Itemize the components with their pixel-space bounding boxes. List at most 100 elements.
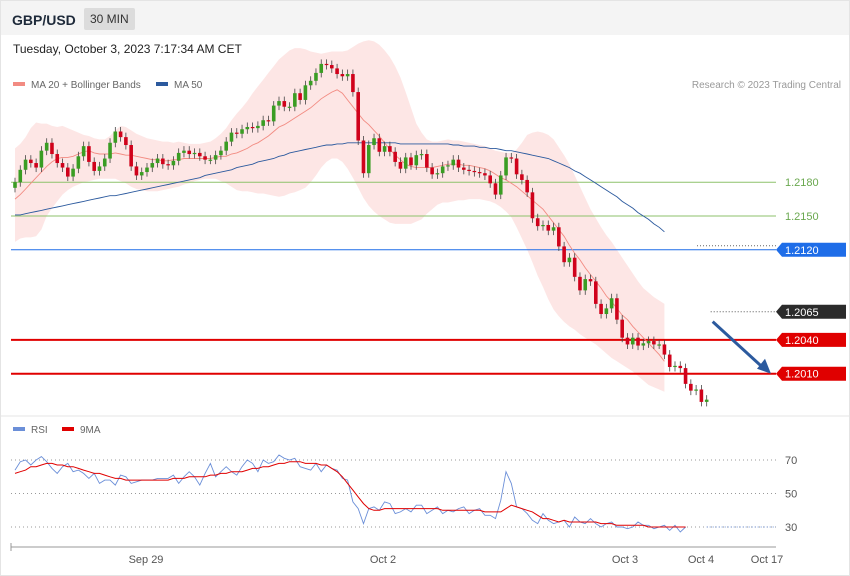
- candle: [398, 157, 403, 174]
- candle-body: [182, 150, 186, 153]
- candle: [694, 385, 698, 396]
- candle: [50, 138, 54, 159]
- candle: [551, 222, 556, 236]
- candle: [234, 128, 239, 139]
- time-tick-label: Sep 29: [129, 554, 164, 566]
- candle: [578, 272, 582, 295]
- candle: [662, 339, 667, 360]
- candle-body: [652, 341, 656, 345]
- candle: [594, 276, 598, 309]
- candle: [282, 96, 287, 112]
- candle-body: [145, 167, 149, 173]
- candle-body: [340, 74, 345, 77]
- candle-body: [81, 146, 86, 157]
- candle-body: [704, 399, 709, 402]
- candle-body: [219, 150, 223, 156]
- candle-body: [699, 389, 704, 402]
- candle-body: [13, 182, 17, 188]
- candle-body: [293, 93, 297, 107]
- candle-body: [551, 227, 556, 231]
- candle: [451, 155, 456, 170]
- candle: [509, 152, 514, 164]
- candle-body: [662, 344, 667, 355]
- candle: [198, 148, 202, 161]
- candle: [419, 149, 424, 160]
- candle-body: [129, 145, 133, 167]
- legend-label-bollinger: MA 20 + Bollinger Bands: [31, 80, 141, 91]
- candle: [277, 96, 281, 111]
- candle-body: [625, 337, 630, 345]
- candle-body: [620, 319, 624, 338]
- candle-body: [250, 126, 255, 129]
- candle: [66, 163, 70, 182]
- candle: [229, 128, 234, 147]
- candle-body: [525, 179, 529, 193]
- legend-item-9ma: 9MA: [62, 425, 101, 436]
- candle: [477, 167, 482, 178]
- candle: [182, 146, 186, 158]
- candle-body: [303, 85, 308, 100]
- 9ma-swatch: [62, 427, 74, 432]
- legend-label-9ma: 9MA: [80, 425, 101, 436]
- candle-body: [198, 152, 202, 157]
- candle: [345, 69, 350, 81]
- candle: [219, 146, 223, 160]
- candle-body: [414, 155, 419, 166]
- price-tag-1.2150: [776, 209, 846, 223]
- candle: [525, 175, 529, 197]
- candle-body: [176, 152, 181, 161]
- candle-body: [546, 225, 551, 231]
- candle-body: [298, 93, 302, 100]
- candle-body: [18, 169, 23, 183]
- candle: [44, 138, 49, 156]
- timeframe-badge[interactable]: 30 MIN: [84, 8, 135, 30]
- time-tick-label: Oct 3: [612, 554, 638, 566]
- candle-body: [108, 142, 112, 159]
- legend-item-rsi: RSI: [13, 425, 48, 436]
- projection-arrow-shaft: [711, 320, 764, 368]
- price-label-1.2010: 1.2010: [785, 369, 819, 381]
- candle: [456, 155, 461, 173]
- rsi-tick-label: 50: [785, 489, 797, 501]
- candle-body: [324, 63, 329, 66]
- candle: [609, 293, 614, 313]
- candle-body: [34, 163, 38, 168]
- candle: [377, 133, 382, 157]
- candle: [572, 253, 577, 282]
- candle-body: [245, 126, 250, 130]
- candle: [155, 154, 160, 168]
- candle-body: [234, 132, 239, 134]
- candle: [324, 59, 329, 70]
- price-tag-1.2120: [776, 242, 846, 257]
- candle-body: [161, 158, 165, 165]
- chart-datetime: Tuesday, October 3, 2023 7:17:34 AM CET: [13, 42, 242, 56]
- candle-body: [514, 158, 519, 175]
- candle-body: [335, 68, 339, 75]
- candle-body: [636, 337, 640, 346]
- candle: [625, 333, 630, 349]
- time-tick-label: Oct 4: [688, 554, 714, 566]
- candle: [403, 152, 408, 174]
- candle: [493, 178, 498, 200]
- candle-body: [419, 154, 424, 156]
- ma50-swatch: [156, 82, 168, 87]
- candle: [683, 363, 688, 389]
- candle-body: [256, 125, 260, 129]
- candle: [520, 169, 524, 185]
- candle-body: [282, 101, 287, 107]
- price-tag-1.2180: [776, 175, 846, 190]
- candle-body: [689, 383, 693, 391]
- candle-body: [224, 141, 228, 151]
- candle-body: [604, 308, 609, 315]
- candle: [108, 138, 112, 164]
- candle-body: [87, 146, 91, 162]
- candle-body: [192, 152, 197, 155]
- candle: [557, 222, 561, 251]
- candle: [562, 241, 566, 267]
- candle: [393, 147, 397, 167]
- candle-body: [567, 257, 572, 263]
- candle-body: [271, 105, 276, 122]
- candle-body: [102, 158, 107, 167]
- candle-body: [535, 218, 540, 227]
